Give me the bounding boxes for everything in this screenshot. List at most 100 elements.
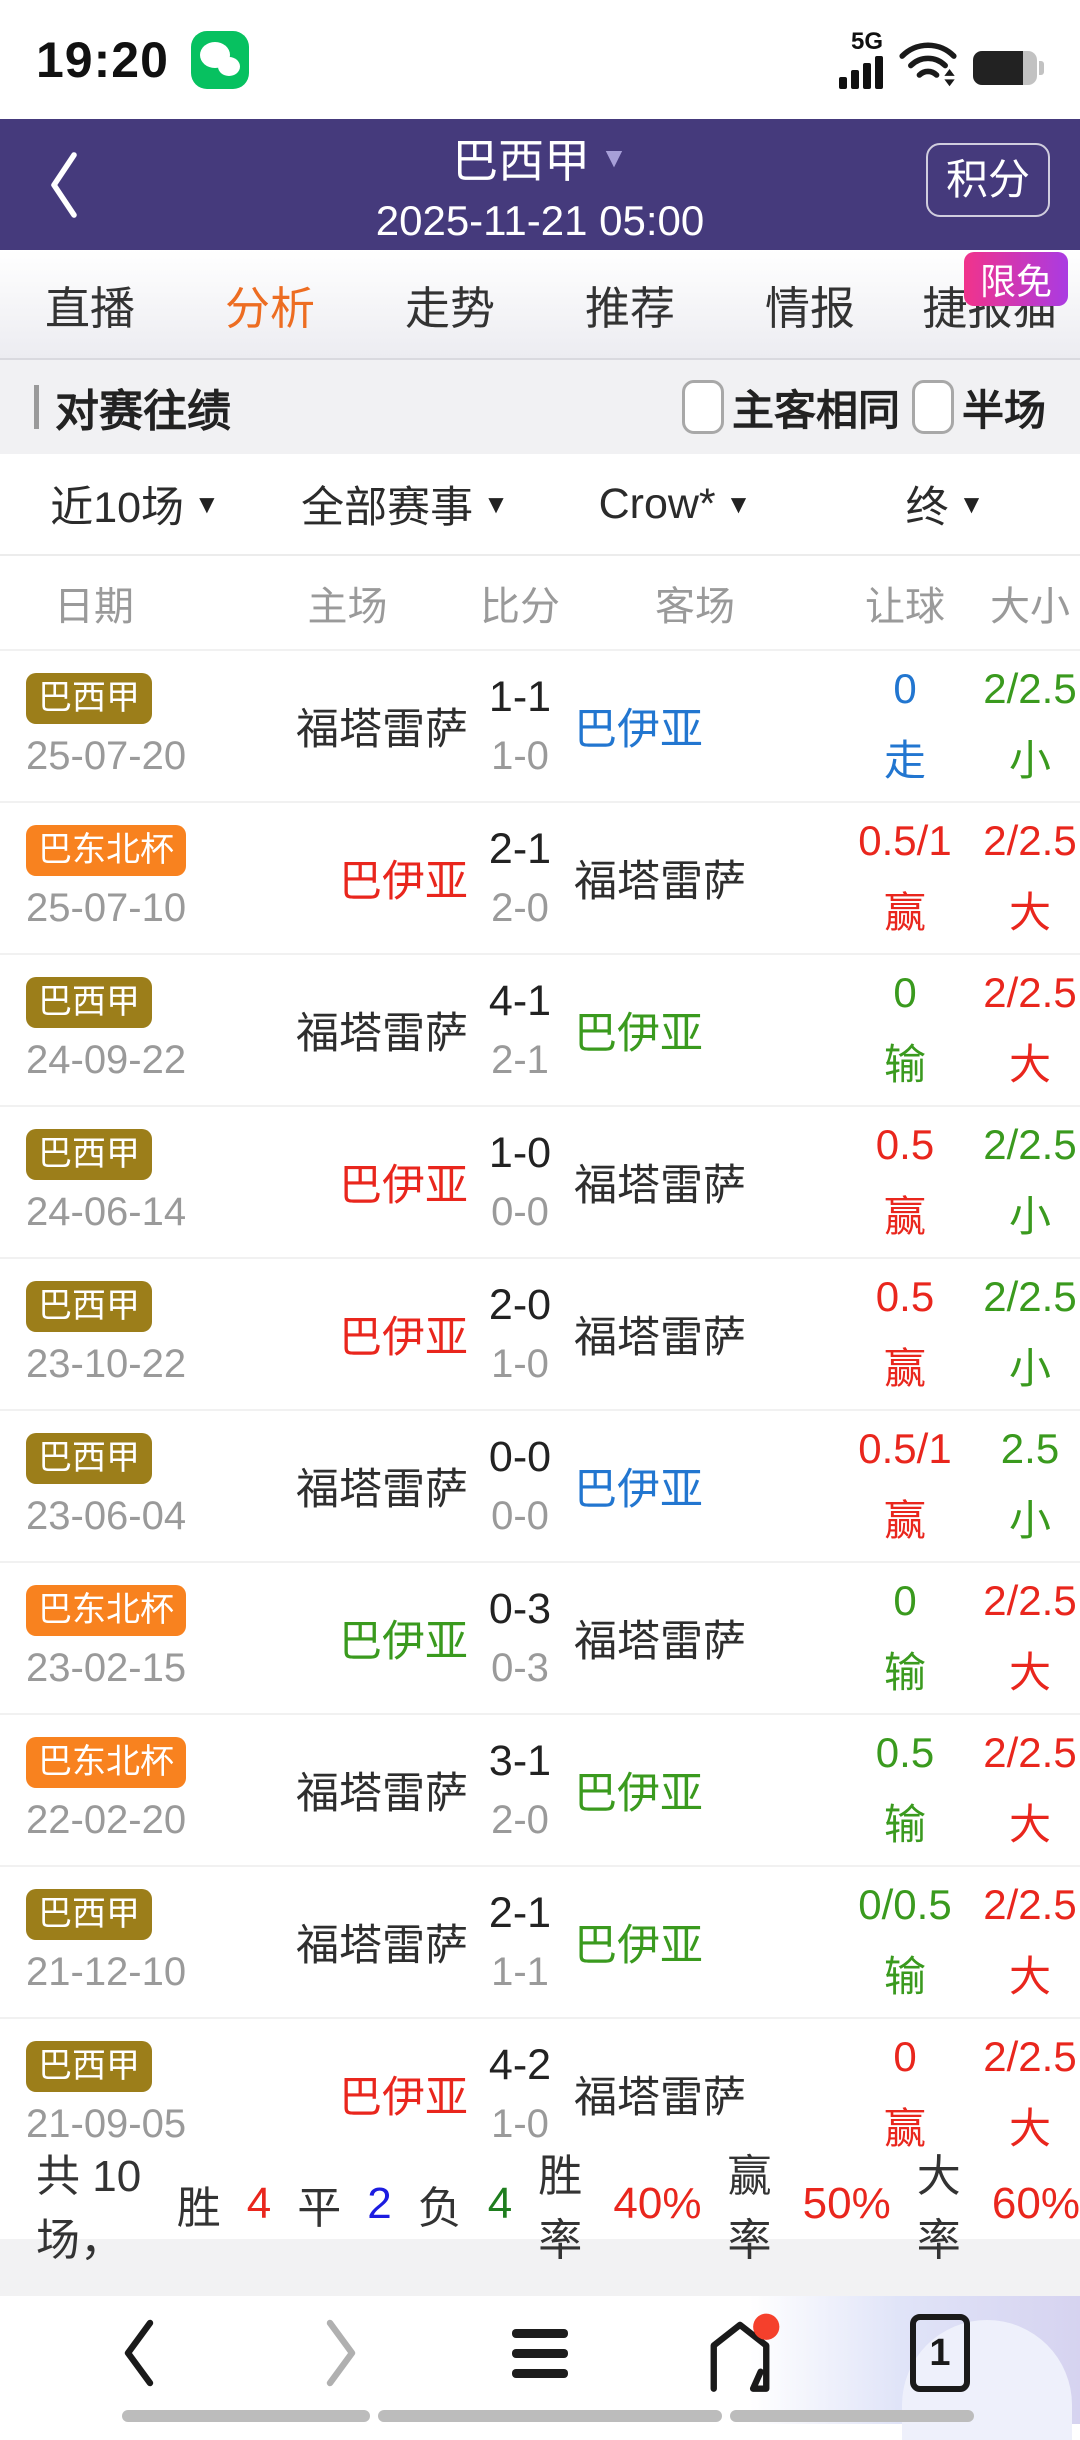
limited-free-badge: 限免 (963, 252, 1068, 306)
home-team[interactable]: 巴伊亚 (339, 2074, 468, 2122)
filter-bar: 近10场 ▼ 全部赛事 ▼ Crow* ▼ 终 ▼ (0, 454, 1080, 556)
notification-dot (753, 2313, 780, 2340)
status-bar: 19:20 5G (0, 0, 1080, 119)
tab-live[interactable]: 直播 (44, 282, 135, 334)
same-venue-toggle[interactable]: 主客相同 (681, 377, 900, 438)
fulltime-score: 4-2 (488, 2041, 552, 2089)
overunder-result: 大 (1008, 2104, 1051, 2152)
summary-part: 平 (297, 2184, 342, 2233)
h2h-row: 巴西甲 24-09-22 福塔雷萨 4-1 2-1 巴伊亚 0 输 2/2.5 … (0, 953, 1080, 1105)
summary-part: 赢率 (727, 2152, 772, 2265)
home-team[interactable]: 巴伊亚 (339, 1162, 468, 1210)
overunder-result: 大 (1008, 1952, 1051, 2000)
summary-part: 胜 (176, 2184, 221, 2233)
h2h-row: 巴西甲 21-09-05 巴伊亚 4-2 1-0 福塔雷萨 0 赢 2/2.5 … (0, 2017, 1080, 2169)
table-header: 日期 主场 比分 客场 让球 大小 (0, 556, 1080, 649)
home-team[interactable]: 巴伊亚 (339, 1618, 468, 1666)
app-header: 巴西甲 ▼ 2025-11-21 05:00 积分 (0, 119, 1080, 250)
competition-badge: 巴西甲 (26, 672, 152, 725)
section-title: 对赛往绩 (55, 387, 231, 436)
away-team[interactable]: 巴伊亚 (574, 706, 703, 754)
same-venue-checkbox[interactable] (681, 380, 724, 434)
handicap-result: 输 (883, 1040, 926, 1088)
handicap-line: 0.5/1 (858, 1424, 952, 1472)
away-team[interactable]: 福塔雷萨 (574, 2074, 746, 2122)
home-team[interactable]: 福塔雷萨 (296, 1922, 468, 1970)
competition-badge: 巴西甲 (26, 1280, 152, 1333)
h2h-row: 巴东北杯 22-02-20 福塔雷萨 3-1 2-0 巴伊亚 0.5 输 2/2… (0, 1713, 1080, 1865)
tab-analysis[interactable]: 分析 (224, 282, 315, 334)
nav-back-icon[interactable] (95, 2308, 185, 2398)
col-away: 客场 (655, 584, 735, 629)
overunder-line: 2.5 (1000, 1424, 1060, 1472)
standings-button[interactable]: 积分 (925, 143, 1050, 217)
overunder-result: 大 (1008, 888, 1051, 936)
competition-badge: 巴东北杯 (26, 1736, 186, 1789)
summary-part: 50% (802, 2179, 891, 2228)
cellular-signal-icon: 5G (839, 30, 883, 89)
halftime-score: 2-1 (491, 1038, 549, 1082)
filter-bookmaker[interactable]: Crow* ▼ (598, 479, 752, 528)
overunder-line: 2/2.5 (983, 2032, 1077, 2080)
filter-competition[interactable]: 全部赛事 ▼ (301, 484, 509, 532)
handicap-line: 0.5/1 (858, 816, 952, 864)
handicap-line: 0 (893, 664, 917, 712)
league-selector[interactable]: 巴西甲 ▼ (452, 125, 628, 191)
overunder-line: 2/2.5 (983, 664, 1077, 712)
overunder-line: 2/2.5 (983, 1120, 1077, 1168)
tab-recommend[interactable]: 推荐 (584, 282, 675, 334)
away-team[interactable]: 巴伊亚 (574, 1010, 703, 1058)
home-team[interactable]: 福塔雷萨 (296, 706, 468, 754)
match-date: 23-10-22 (26, 1342, 187, 1387)
away-team[interactable]: 巴伊亚 (574, 1770, 703, 1818)
overunder-result: 小 (1008, 736, 1051, 784)
match-datetime: 2025-11-21 05:00 (375, 196, 705, 244)
handicap-line: 0 (893, 968, 917, 1016)
halftime-score: 0-0 (491, 1494, 549, 1538)
fulltime-score: 2-1 (488, 1889, 552, 1937)
h2h-rows: 巴西甲 25-07-20 福塔雷萨 1-1 1-0 巴伊亚 0 走 2/2.5 … (0, 649, 1080, 2169)
back-icon[interactable] (34, 147, 94, 223)
away-team[interactable]: 巴伊亚 (574, 1466, 703, 1514)
nav-forward-icon[interactable] (295, 2308, 385, 2398)
bottom-nav: 1 (0, 2296, 1080, 2440)
halftime-toggle[interactable]: 半场 (911, 377, 1046, 438)
h2h-row: 巴西甲 23-10-22 巴伊亚 2-0 1-0 福塔雷萨 0.5 赢 2/2.… (0, 1257, 1080, 1409)
home-team[interactable]: 巴伊亚 (339, 858, 468, 906)
away-team[interactable]: 巴伊亚 (574, 1922, 703, 1970)
h2h-row: 巴东北杯 23-02-15 巴伊亚 0-3 0-3 福塔雷萨 0 输 2/2.5… (0, 1561, 1080, 1713)
tab-intel[interactable]: 情报 (764, 282, 855, 334)
handicap-line: 0 (893, 2032, 917, 2080)
halftime-score: 1-0 (491, 2102, 549, 2146)
home-team[interactable]: 福塔雷萨 (296, 1466, 468, 1514)
away-team[interactable]: 福塔雷萨 (574, 1162, 746, 1210)
filter-match-count[interactable]: 近10场 ▼ (50, 484, 220, 532)
h2h-section-header: 对赛往绩 主客相同 半场 (0, 360, 1080, 454)
overunder-result: 小 (1008, 1496, 1051, 1544)
home-team[interactable]: 福塔雷萨 (296, 1010, 468, 1058)
fulltime-score: 0-0 (488, 1433, 552, 1481)
match-date: 23-06-04 (26, 1494, 187, 1539)
handicap-result: 赢 (883, 1192, 926, 1240)
same-venue-label: 主客相同 (731, 386, 900, 434)
nav-tabs-icon[interactable]: 1 (895, 2308, 985, 2398)
league-name: 巴西甲 (452, 134, 591, 187)
overunder-line: 2/2.5 (983, 1576, 1077, 1624)
nav-home-icon[interactable] (695, 2308, 785, 2398)
away-team[interactable]: 福塔雷萨 (574, 1618, 746, 1666)
away-team[interactable]: 福塔雷萨 (574, 1314, 746, 1362)
nav-menu-icon[interactable] (495, 2308, 585, 2398)
handicap-line: 0.5 (875, 1120, 935, 1168)
match-date: 22-02-20 (26, 1798, 187, 1843)
home-team[interactable]: 福塔雷萨 (296, 1770, 468, 1818)
tab-trend[interactable]: 走势 (404, 282, 495, 334)
away-team[interactable]: 福塔雷萨 (574, 858, 746, 906)
h2h-row: 巴西甲 21-12-10 福塔雷萨 2-1 1-1 巴伊亚 0/0.5 输 2/… (0, 1865, 1080, 2017)
competition-badge: 巴西甲 (26, 1432, 152, 1485)
handicap-result: 赢 (883, 888, 926, 936)
filter-odds-time[interactable]: 终 ▼ (905, 484, 985, 532)
tab-count: 1 (929, 2331, 951, 2374)
halftime-checkbox[interactable] (911, 380, 954, 434)
home-team[interactable]: 巴伊亚 (339, 1314, 468, 1362)
h2h-row: 巴西甲 24-06-14 巴伊亚 1-0 0-0 福塔雷萨 0.5 赢 2/2.… (0, 1105, 1080, 1257)
